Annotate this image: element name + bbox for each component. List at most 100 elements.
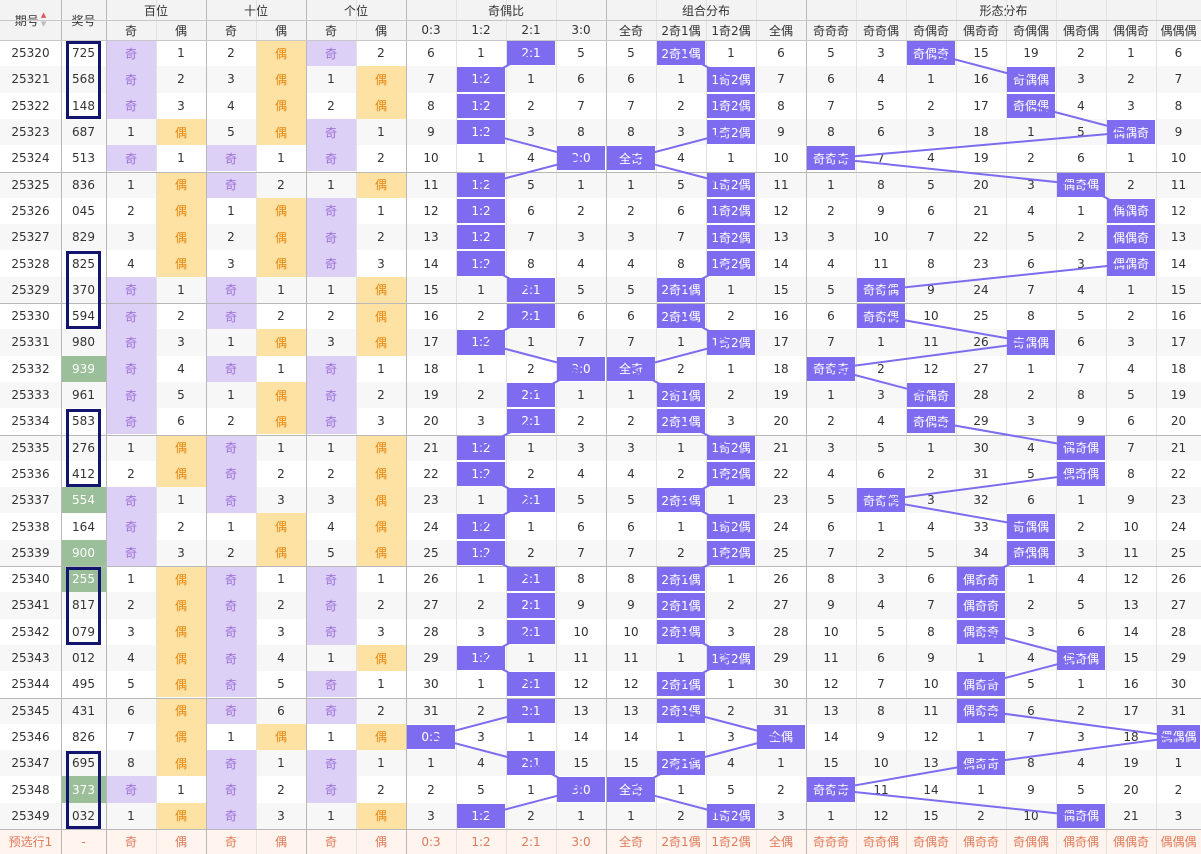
shape-cell-hit: 奇奇偶 [857, 488, 905, 513]
prize-cell: 164 [61, 513, 106, 540]
ratio-cell: 20 [406, 408, 456, 435]
header-sub-combo-1: 2奇1偶 [656, 20, 706, 40]
shape-cell-hit: 偶奇奇 [957, 751, 1005, 776]
ones-odd-cell: 奇 [306, 618, 356, 645]
predict-ones-button[interactable]: 奇 [306, 829, 356, 854]
shape-cell: 1 [1106, 276, 1156, 303]
predict-ones-button[interactable]: 偶 [356, 829, 406, 854]
prize-cell: 554 [61, 487, 106, 514]
shape-cell: 15 [1106, 644, 1156, 672]
hund-odd-cell: 奇 [106, 276, 156, 303]
ones-odd-cell: 2 [306, 303, 356, 330]
combo-cell: 2 [706, 303, 756, 330]
shape-cell: 2 [956, 802, 1006, 829]
predict-ratio-button[interactable]: 0:3 [406, 829, 456, 854]
ones-odd-cell: 奇 [306, 145, 356, 172]
combo-cell: 26 [756, 566, 806, 593]
shape-cell: 22 [956, 224, 1006, 251]
hund-even-cell: 偶 [156, 250, 206, 277]
ratio-cell: 28 [406, 618, 456, 645]
predict-combo-button[interactable]: 1奇2偶 [706, 829, 756, 854]
tens-odd-cell: 4 [206, 92, 256, 119]
combo-cell: 8 [606, 566, 656, 593]
predict-shape-button[interactable]: 奇奇偶 [856, 829, 906, 854]
predict-hund-button[interactable]: 偶 [156, 829, 206, 854]
combo-cell-hit: 全奇 [607, 146, 655, 171]
predict-shape-button[interactable]: 奇奇奇 [806, 829, 856, 854]
combo-cell-hit: 1奇2偶 [707, 119, 755, 145]
predict-ratio-button[interactable]: 2:1 [506, 829, 556, 854]
shape-cell: 3 [806, 434, 856, 461]
ones-even-cell: 3 [356, 618, 406, 645]
tens-odd-cell: 奇 [206, 750, 256, 777]
predict-tens-button[interactable]: 偶 [256, 829, 306, 854]
combo-cell: 28 [756, 618, 806, 645]
predict-combo-button[interactable]: 2奇1偶 [656, 829, 706, 854]
ratio-cell-hit: 2:1 [507, 409, 555, 434]
shape-cell: 5 [1056, 118, 1106, 146]
predict-shape-button[interactable]: 偶奇偶 [1056, 829, 1106, 854]
predict-ratio-button[interactable]: 1:2 [456, 829, 506, 854]
shape-cell: 10 [856, 224, 906, 251]
issue-cell: 25321 [0, 66, 61, 93]
combo-cell: 1 [656, 513, 706, 540]
predict-tens-button[interactable]: 奇 [206, 829, 256, 854]
predict-shape-button[interactable]: 偶奇奇 [956, 829, 1006, 854]
ratio-cell: 1 [456, 671, 506, 698]
shape-cell: 4 [906, 513, 956, 540]
shape-cell: 1 [1056, 487, 1106, 514]
ratio-cell-hit: 1:2 [457, 251, 505, 276]
shape-cell-hit: 奇偶偶 [1007, 93, 1055, 118]
header-sub-hund-1: 偶 [156, 20, 206, 40]
prize-cell: 900 [61, 539, 106, 566]
tens-even-cell: 偶 [256, 250, 306, 277]
prize-cell: 079 [61, 618, 106, 645]
shape-cell: 3 [906, 118, 956, 146]
ones-odd-cell: 3 [306, 329, 356, 356]
ratio-cell: 22 [406, 460, 456, 488]
header-sub-shape-7: 偶偶偶 [1156, 20, 1201, 40]
issue-cell: 25333 [0, 381, 61, 409]
shape-cell: 13 [806, 697, 856, 724]
ones-odd-cell: 奇 [306, 118, 356, 146]
hund-even-cell: 2 [156, 66, 206, 93]
predict-combo-button[interactable]: 全偶 [756, 829, 806, 854]
header-sub-shape-5: 偶奇偶 [1056, 20, 1106, 40]
ratio-cell-hit: 1:2 [457, 803, 505, 828]
sort-icon[interactable]: ▲ ▼ [41, 11, 46, 29]
ones-even-cell: 1 [356, 750, 406, 777]
combo-cell-hit: 1奇2偶 [707, 514, 755, 539]
predict-shape-button[interactable]: 偶偶奇 [1106, 829, 1156, 854]
column-divider [806, 0, 807, 854]
predict-hund-button[interactable]: 奇 [106, 829, 156, 854]
tens-odd-cell: 奇 [206, 460, 256, 488]
shape-cell: 3 [1006, 618, 1056, 645]
predict-shape-button[interactable]: 奇偶偶 [1006, 829, 1056, 854]
shape-cell: 4 [1056, 92, 1106, 119]
ones-even-cell: 1 [356, 566, 406, 593]
predict-shape-button[interactable]: 偶偶偶 [1156, 829, 1201, 854]
combo-cell-hit: 2奇1偶 [657, 304, 705, 329]
header-sub-hund-0: 奇 [106, 20, 156, 40]
tens-odd-cell: 奇 [206, 697, 256, 724]
predict-shape-button[interactable]: 奇偶奇 [906, 829, 956, 854]
ratio-cell: 7 [556, 92, 606, 119]
ratio-cell: 26 [406, 566, 456, 593]
ratio-cell: 1 [406, 750, 456, 777]
tens-odd-cell: 3 [206, 250, 256, 277]
issue-cell: 25342 [0, 618, 61, 645]
predict-combo-button[interactable]: 全奇 [606, 829, 656, 854]
hund-even-cell: 偶 [156, 434, 206, 461]
shape-cell: 3 [1006, 408, 1056, 435]
combo-cell: 5 [706, 776, 756, 803]
header-sub-shape-1: 奇奇偶 [856, 20, 906, 40]
ones-even-cell: 偶 [356, 802, 406, 829]
combo-cell: 1 [706, 40, 756, 67]
ones-odd-cell: 奇 [306, 776, 356, 803]
predict-ratio-button[interactable]: 3:0 [556, 829, 606, 854]
ratio-cell-hit: 1:2 [457, 172, 505, 197]
shape-cell-hit: 奇偶偶 [1007, 540, 1055, 565]
shape-cell: 6 [806, 303, 856, 330]
column-divider [606, 0, 607, 854]
hund-odd-cell: 1 [106, 802, 156, 829]
